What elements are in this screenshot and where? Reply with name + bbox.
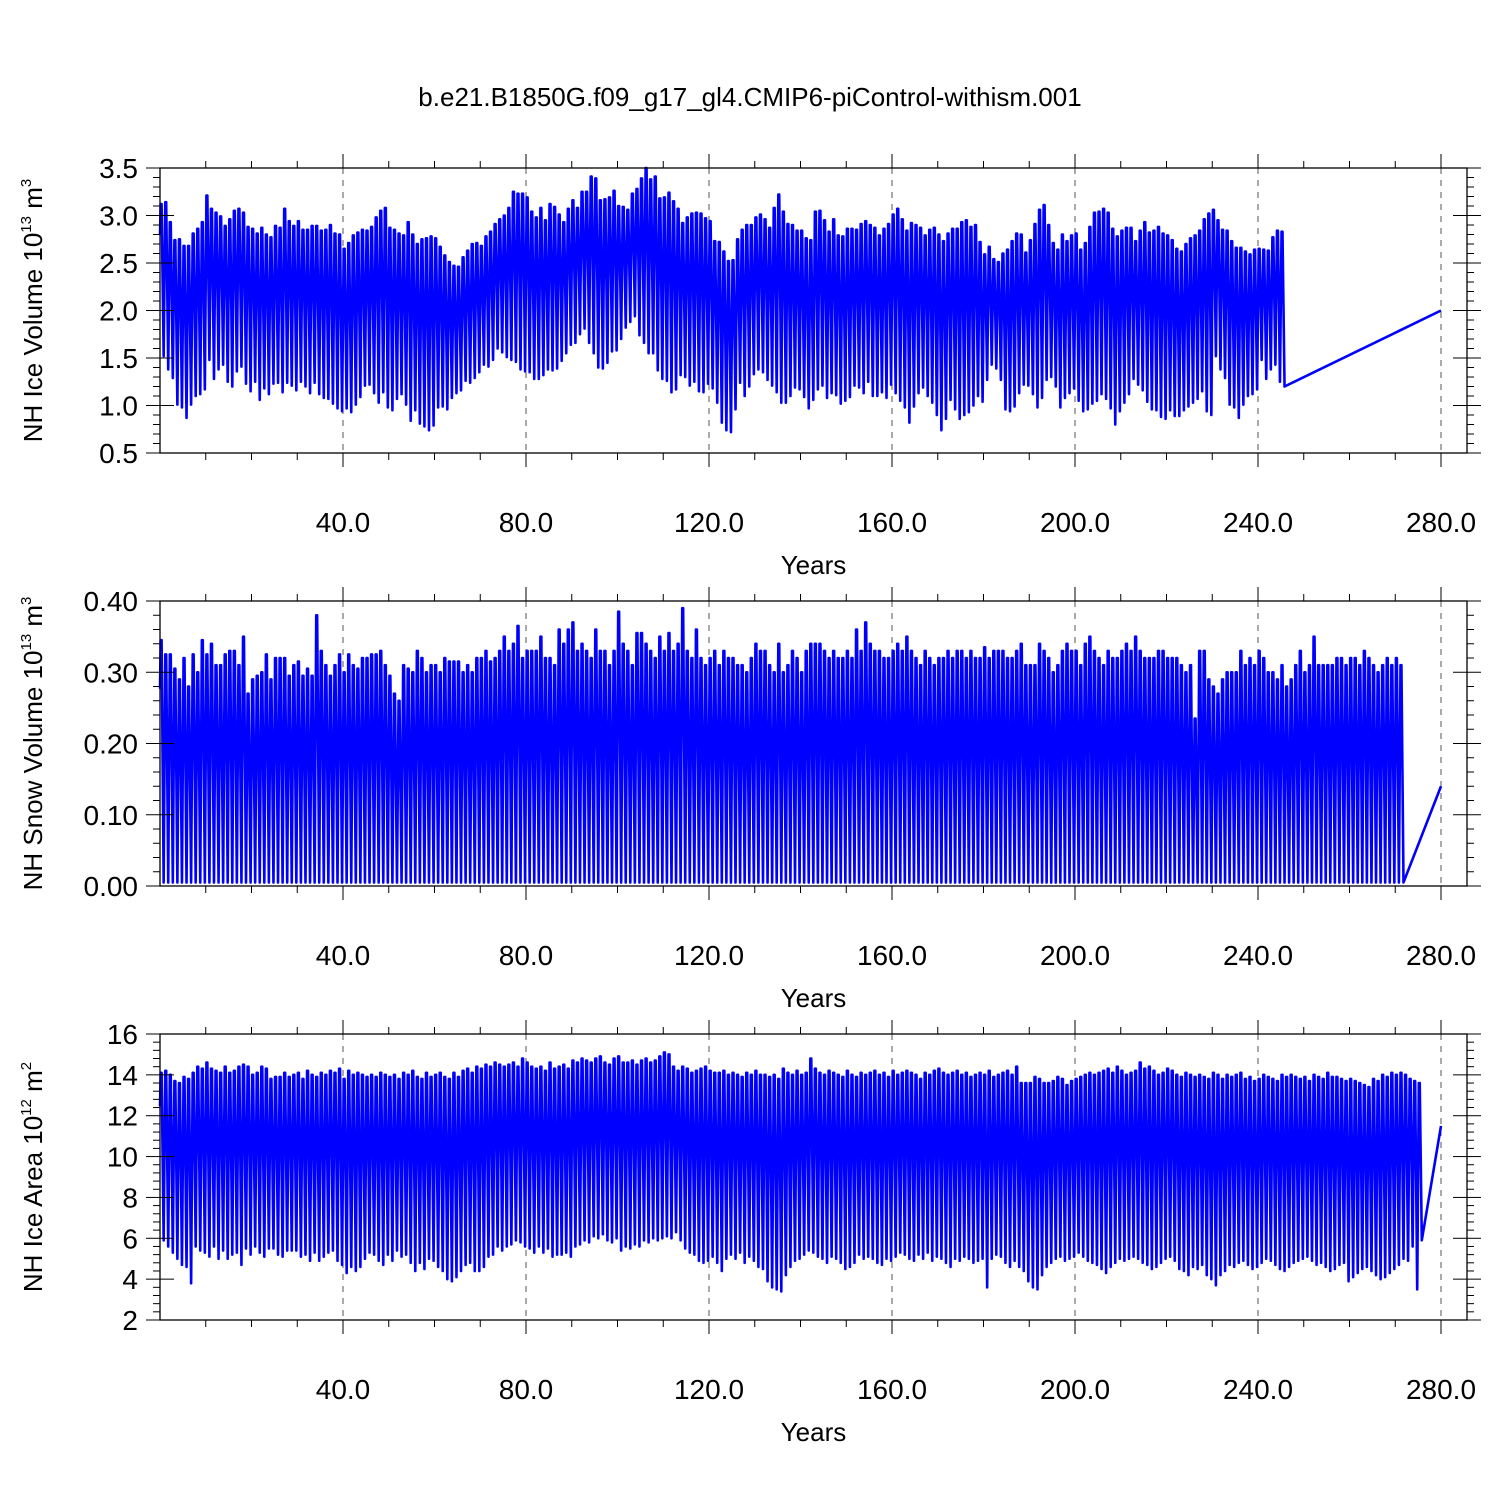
y-tick-label: 8	[122, 1182, 138, 1213]
x-tick-label: 40.0	[316, 940, 371, 971]
y-tick-label: 12	[107, 1101, 138, 1132]
y-tick-label: 1.5	[99, 343, 138, 374]
y-tick-label: 0.40	[84, 586, 139, 617]
y-tick-label: 0.5	[99, 438, 138, 469]
y-tick-label: 2.5	[99, 248, 138, 279]
y-axis-title: NH Snow Volume 1013 m3	[18, 597, 48, 891]
x-tick-label: 120.0	[674, 1374, 744, 1405]
x-tick-label: 80.0	[499, 940, 554, 971]
y-tick-label: 1.0	[99, 391, 138, 422]
x-tick-label: 160.0	[857, 1374, 927, 1405]
y-axis-title: NH Ice Area 1012 m2	[18, 1062, 48, 1292]
x-tick-label: 280.0	[1406, 507, 1476, 538]
x-tick-label: 200.0	[1040, 507, 1110, 538]
series-line	[158, 166, 1442, 434]
plot-frame	[159, 1033, 1468, 1321]
x-tick-label: 200.0	[1040, 1374, 1110, 1405]
x-tick-label: 160.0	[857, 507, 927, 538]
y-tick-label: 0.00	[84, 871, 139, 902]
y-tick-label: 6	[122, 1223, 138, 1254]
x-tick-label: 80.0	[499, 1374, 554, 1405]
y-tick-label: 16	[107, 1019, 138, 1050]
x-tick-label: 240.0	[1223, 940, 1293, 971]
y-tick-label: 0.30	[84, 657, 139, 688]
series-line	[158, 1051, 1443, 1293]
panel-ice-area: 2 4 6 8 10 12 14 16 40.0 80.0 120.0 160.0 200.0 240.0…	[18, 1019, 1481, 1447]
y-tick-label: 0.10	[84, 800, 139, 831]
y-tick-label: 0.20	[84, 729, 139, 760]
y-tick-label: 3.5	[99, 153, 138, 184]
y-tick-label: 3.0	[99, 201, 138, 232]
x-tick-label: 120.0	[674, 940, 744, 971]
y-axis-title: NH Ice Volume 1013 m3	[18, 179, 48, 442]
x-tick-label: 240.0	[1223, 507, 1293, 538]
y-tick-label: 4	[122, 1264, 138, 1295]
y-tick-label: 2	[122, 1305, 138, 1336]
x-tick-label: 80.0	[499, 507, 554, 538]
x-axis-title: Years	[781, 550, 847, 580]
series-line	[158, 606, 1443, 884]
x-tick-label: 240.0	[1223, 1374, 1293, 1405]
panel-ice-volume: 0.5 1.0 1.5 2.0 2.5 3.0 3.5 40.0 80.0 120.0 160.0 2…	[18, 153, 1481, 580]
x-axis-title: Years	[781, 983, 847, 1013]
y-tick-label: 2.0	[99, 296, 138, 327]
x-tick-label: 40.0	[316, 1374, 371, 1405]
x-tick-label: 200.0	[1040, 940, 1110, 971]
x-tick-label: 120.0	[674, 507, 744, 538]
chart-title: b.e21.B1850G.f09_g17_gl4.CMIP6-piControl…	[418, 82, 1081, 112]
y-tick-label: 14	[107, 1060, 138, 1091]
x-tick-label: 40.0	[316, 507, 371, 538]
x-tick-label: 160.0	[857, 940, 927, 971]
panel-snow-volume: 0.00 0.10 0.20 0.30 0.40 40.0 80.0 120.0 160.0 20…	[18, 586, 1481, 1013]
x-tick-label: 280.0	[1406, 1374, 1476, 1405]
x-axis-title: Years	[781, 1417, 847, 1447]
x-tick-label: 280.0	[1406, 940, 1476, 971]
y-tick-label: 10	[107, 1142, 138, 1173]
